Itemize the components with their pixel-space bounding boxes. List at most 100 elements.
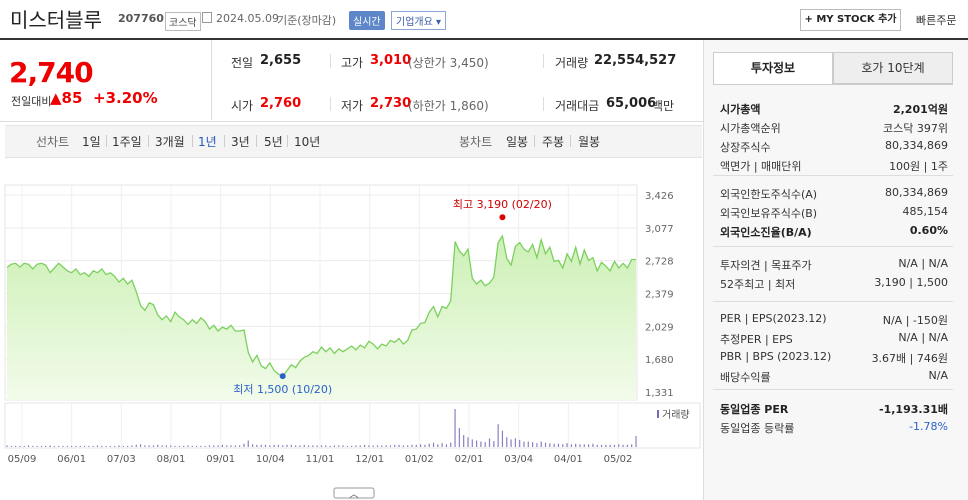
volume-bar [157,444,159,447]
volume-bar [45,445,47,447]
tab-3month[interactable]: 3개월 [155,135,185,149]
volume-bar [575,443,577,447]
tab-1year[interactable]: 1년 [198,135,217,149]
volume-bar [579,444,581,447]
invest-label: PER | EPS(2023.12) [720,312,827,325]
stock-header: 미스터블루 207760 코스닥 2024.05.09 기준(장마감) 실시간 … [0,0,968,38]
prev-close: 2,655 [260,53,302,68]
volume-bar [467,437,469,447]
realtime-button[interactable]: 실시간 [349,11,385,30]
volume-value: 22,554,527 [594,53,677,68]
tab-monthly[interactable]: 월봉 [578,135,601,149]
x-tick-label: 09/01 [206,454,235,465]
volume-bar [213,445,215,447]
volume-bar [217,445,219,447]
price-change: ▲85 [50,89,83,107]
divider [224,135,225,147]
volume-bar [626,444,628,447]
tab-daily[interactable]: 일봉 [506,135,529,149]
tab-10year[interactable]: 10년 [294,135,321,149]
calendar-icon [202,12,212,23]
volume-bar [363,444,366,447]
high-marker [499,214,506,221]
volume-bar [613,444,616,447]
stock-code: 207760 [118,12,164,25]
divider [713,175,953,176]
volume-bar [6,445,8,447]
quick-order-button[interactable]: 빠른주문 [916,14,957,27]
high-price: 3,010 [370,53,412,68]
volume-bar [114,445,116,447]
volume-bar [316,445,318,447]
volume-bar [264,444,267,447]
volume-bar [355,445,357,447]
volume-bar [208,445,211,447]
x-tick-label: 03/04 [504,454,533,465]
divider [570,135,571,147]
volume-bar [269,445,271,447]
chart-scroll-handle[interactable] [333,487,375,499]
chart-tab-bar [5,125,702,158]
volume-bar [165,445,168,447]
volume-bar [83,445,86,447]
x-tick-label: 10/04 [256,454,285,465]
invest-info-panel [703,40,968,500]
invest-value: N/A | N/A [898,257,948,270]
company-info-dropdown[interactable]: 기업개요 ▾ [391,11,446,30]
price-chart: 3,426 3,077 2,728 2,379 2,029 1,680 1,331 05/0… [4,184,701,500]
volume-bar [273,444,275,447]
candle-chart-label: 봉차트 [459,135,493,149]
chevron-up-icon[interactable]: ︿ [349,490,358,500]
volume-bar [234,445,236,447]
stock-name: 미스터블루 [10,8,102,32]
current-price: 2,740 [9,56,94,89]
volume-bar [88,445,90,447]
volume-bar [144,445,146,447]
volume-bar [342,445,344,447]
volume-bar [96,445,99,447]
volume-bar [402,445,404,447]
volume-bar [135,444,137,447]
tab-1week[interactable]: 1주일 [112,135,142,149]
volume-bar [540,441,542,447]
x-tick-label: 01/02 [405,454,434,465]
tab-weekly[interactable]: 주봉 [542,135,565,149]
volume-bar [536,443,538,447]
divider [534,135,535,147]
low-marker [279,373,286,380]
tab-1day[interactable]: 1일 [82,135,101,149]
volume-bar [230,445,232,447]
volume-bar [36,445,38,447]
volume-bar [127,445,129,447]
volume-bar [101,445,103,447]
tab-5year[interactable]: 5년 [264,135,283,149]
upper-limit: (상한가 3,450) [408,56,489,70]
invest-value: N/A | -150원 [882,314,948,327]
volume-bar [506,437,508,447]
volume-bar [333,445,336,447]
volume-bar [424,444,426,447]
volume-bar [376,445,379,447]
volume-bar [553,443,555,447]
volume-bar [381,445,383,447]
y-axis: 3,426 3,077 2,728 2,379 2,029 1,680 1,331 [645,191,674,399]
tab-3year[interactable]: 3년 [231,135,250,149]
volume-bar [428,443,430,447]
price-area [7,236,636,400]
volume-bar [631,444,633,447]
invest-value: 3.67배 | 746원 [871,352,948,365]
add-mystock-button[interactable]: + MY STOCK 추가 [800,9,901,31]
prev-label: 전일 [231,56,254,70]
volume-legend: 거래량 [662,409,690,421]
volume-bar [226,445,228,447]
volume-bar [523,441,525,447]
tab-orderbook[interactable]: 호가 10단계 [833,52,953,84]
invest-label: 외국인한도주식수(A) [720,188,818,201]
invest-label: 추정PER | EPS [720,333,793,346]
volume-legend-swatch [657,410,659,418]
volume-bar [338,445,340,447]
tab-invest-info[interactable]: 투자정보 [713,52,833,84]
volume-bar [161,445,163,447]
volume-bar [58,445,60,447]
volume-bar [398,444,400,447]
